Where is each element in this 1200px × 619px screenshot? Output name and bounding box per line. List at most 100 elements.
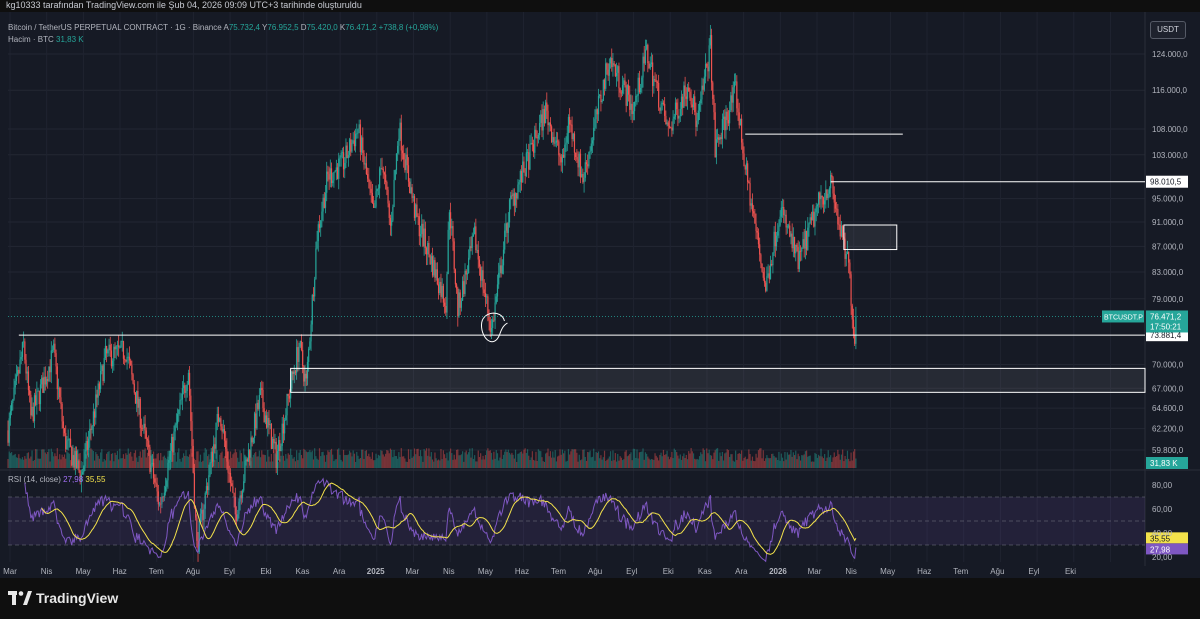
candle-body bbox=[437, 284, 440, 294]
candle-body bbox=[582, 174, 584, 183]
candle-body bbox=[209, 463, 211, 476]
candle-body bbox=[114, 346, 116, 350]
volume-bar bbox=[185, 450, 187, 468]
volume-bar bbox=[62, 456, 64, 468]
candle-body bbox=[73, 455, 75, 468]
volume-bar bbox=[837, 449, 839, 468]
candle-body bbox=[264, 415, 266, 423]
price-tick-label: 59.800,0 bbox=[1152, 446, 1184, 455]
volume-bar bbox=[118, 459, 120, 468]
volume-bar bbox=[282, 455, 285, 468]
volume-bar bbox=[483, 459, 485, 468]
candle-body bbox=[43, 376, 45, 393]
candle-body bbox=[597, 95, 600, 115]
volume-bar bbox=[718, 460, 720, 468]
volume-bar bbox=[102, 461, 104, 468]
volume-bar bbox=[127, 448, 129, 468]
candle-body bbox=[137, 390, 139, 408]
volume-bar bbox=[321, 452, 323, 468]
candle-body bbox=[707, 66, 709, 72]
volume-bar bbox=[702, 448, 704, 468]
candle-body bbox=[678, 115, 680, 119]
volume-bar bbox=[303, 448, 305, 468]
candle-body bbox=[309, 341, 311, 349]
candle-body bbox=[846, 251, 849, 255]
candle-body bbox=[724, 116, 726, 131]
volume-bar bbox=[748, 449, 750, 468]
candle-body bbox=[536, 137, 538, 139]
symbol-name[interactable]: Bitcoin / TetherUS PERPETUAL CONTRACT · … bbox=[8, 23, 222, 32]
volume-bar bbox=[196, 451, 198, 468]
volume-bar bbox=[744, 456, 746, 468]
candle-body bbox=[658, 83, 660, 108]
candle-body bbox=[75, 450, 78, 469]
volume-bar bbox=[755, 453, 757, 468]
candle-body bbox=[284, 419, 286, 434]
tradingview-logo[interactable]: TradingView bbox=[8, 590, 118, 606]
volume-bar bbox=[63, 454, 66, 468]
candle-body bbox=[119, 347, 121, 348]
created-by-text: kg10333 tarafından TradingView.com ile Ş… bbox=[6, 0, 362, 10]
candle-body bbox=[666, 122, 668, 125]
volume-bar bbox=[417, 448, 419, 468]
currency-button[interactable]: USDT bbox=[1150, 21, 1186, 39]
volume-bar bbox=[347, 454, 349, 468]
candle-body bbox=[328, 174, 330, 180]
volume-bar bbox=[182, 453, 185, 468]
volume-bar bbox=[775, 457, 778, 468]
candle-body bbox=[779, 216, 781, 226]
volume-bar bbox=[558, 455, 560, 468]
candle-body bbox=[664, 103, 666, 116]
candle-body bbox=[228, 472, 230, 474]
candle-body bbox=[837, 209, 839, 225]
candle-body bbox=[427, 243, 429, 255]
candle-body bbox=[381, 168, 383, 169]
candle-body bbox=[482, 270, 484, 290]
open-label: A bbox=[223, 23, 229, 32]
candle-body bbox=[791, 233, 793, 249]
candle-body bbox=[13, 387, 15, 400]
rsi-label[interactable]: RSI (14, close) bbox=[8, 475, 61, 484]
low-value: 75.420,0 bbox=[306, 23, 338, 32]
time-tick-label: Haz bbox=[113, 567, 127, 576]
tradingview-logo-text: TradingView bbox=[36, 590, 119, 606]
volume-bar bbox=[582, 449, 584, 468]
volume-bar bbox=[756, 457, 758, 468]
candle-body bbox=[538, 122, 541, 135]
volume-bar bbox=[261, 450, 263, 468]
volume-bar bbox=[335, 459, 337, 468]
candle-body bbox=[97, 383, 99, 398]
volume-bar bbox=[507, 449, 509, 468]
candle-body bbox=[205, 486, 208, 494]
price-tick-label: 87.000,0 bbox=[1152, 242, 1184, 251]
candle-body bbox=[548, 122, 550, 126]
volume-bar bbox=[376, 458, 378, 468]
candle-body bbox=[344, 162, 346, 170]
volume-bar bbox=[536, 460, 538, 468]
candle-body bbox=[314, 279, 316, 297]
candle-body bbox=[793, 236, 796, 254]
volume-bar bbox=[567, 449, 570, 468]
candle-body bbox=[61, 403, 63, 422]
price-tick-label: 116.000,0 bbox=[1152, 86, 1188, 95]
candle-body bbox=[245, 459, 247, 461]
volume-bar bbox=[68, 453, 70, 468]
candle-body bbox=[395, 153, 398, 171]
volume-bar bbox=[288, 454, 291, 468]
volume-bar bbox=[178, 448, 180, 468]
candle-body bbox=[816, 204, 819, 207]
volume-bar bbox=[51, 451, 54, 468]
volume-bar bbox=[181, 457, 183, 468]
volume-bar bbox=[407, 449, 410, 468]
price-chart[interactable]: 124.000,0116.000,0108.000,0103.000,098.0… bbox=[0, 0, 1200, 578]
volume-bar bbox=[411, 457, 413, 468]
candle-body bbox=[219, 418, 221, 422]
volume-bar bbox=[565, 461, 567, 468]
candle-body bbox=[564, 144, 566, 158]
volume-bar bbox=[791, 456, 793, 468]
candle-body bbox=[590, 143, 592, 151]
volume-bar bbox=[472, 458, 475, 468]
candle-body bbox=[710, 35, 713, 83]
volume-bar bbox=[701, 454, 703, 468]
volume-label[interactable]: Hacim · BTC bbox=[8, 35, 54, 44]
